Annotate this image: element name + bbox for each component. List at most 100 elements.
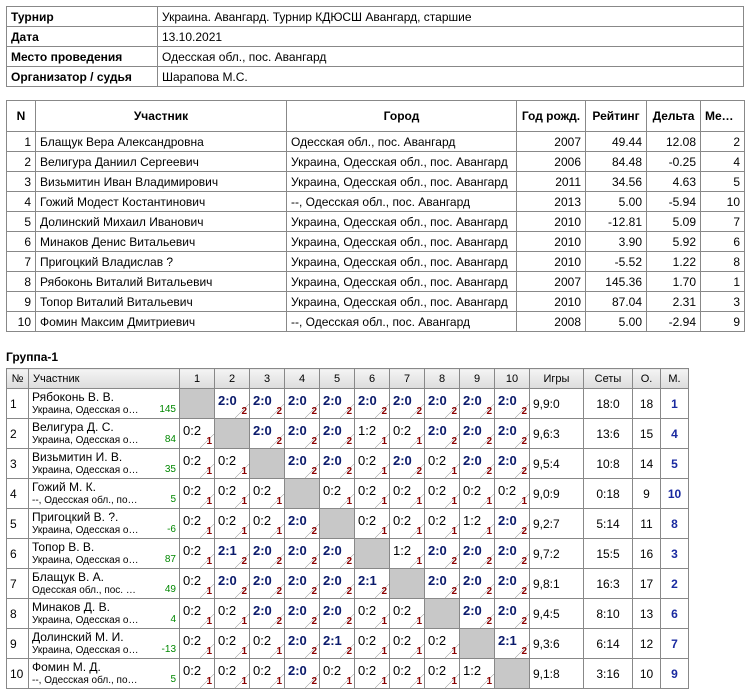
result: 2:0 2	[319, 598, 355, 629]
result: 2:1 2	[354, 568, 390, 599]
rating-change: 84	[164, 434, 176, 445]
result: 0:2 1	[354, 658, 390, 689]
participants-table: N Участник Город Год рожд. Рейтинг Дельта Мест…	[6, 100, 745, 332]
match-points: 1	[416, 556, 422, 567]
place: 1	[660, 388, 689, 419]
result: 2:0 2	[249, 418, 285, 449]
match-points: 2	[311, 406, 317, 417]
match-points: 2	[311, 436, 317, 447]
match-points: 2	[311, 676, 317, 687]
result: 2:0 2	[494, 568, 530, 599]
player: Рябоконь В. В. Украина, Одесская обл. 145	[28, 388, 180, 419]
result: 0:2 1	[354, 628, 390, 659]
cell: 2	[6, 151, 36, 172]
result: 0:2 1	[354, 478, 390, 509]
cell: 3.90	[585, 231, 647, 252]
points: 15	[632, 418, 661, 449]
cell: -2.94	[646, 311, 701, 332]
result: 0:2 1	[354, 448, 390, 479]
match-points: 2	[486, 556, 492, 567]
match-points: 2	[451, 556, 457, 567]
place: 2	[660, 568, 689, 599]
score: 2:0	[463, 453, 482, 468]
cell: Украина, Одесская обл., пос. Авангард	[286, 171, 517, 192]
row-number: 6	[6, 538, 29, 569]
cell: 34.56	[585, 171, 647, 192]
result: 0:2 1	[424, 628, 460, 659]
player-name: Визьмитин И. В.	[32, 449, 123, 464]
sets: 10:8	[583, 448, 633, 479]
match-points: 1	[381, 646, 387, 657]
sets: 13:6	[583, 418, 633, 449]
player-name: Блащук В. А.	[32, 569, 105, 584]
cell: 5.09	[646, 211, 701, 232]
match-points: 1	[276, 526, 282, 537]
header-cell: 2	[214, 368, 250, 389]
self-cell	[249, 448, 285, 479]
row-number: 1	[6, 388, 29, 419]
score: 2:0	[288, 543, 307, 558]
result: 2:0 2	[494, 538, 530, 569]
match-points: 2	[381, 406, 387, 417]
group-row: 2 Велигура Д. С. Украина, Одесская обл. 84 0…	[6, 418, 689, 449]
match-points: 2	[346, 556, 352, 567]
result: 0:2 1	[214, 628, 250, 659]
cell: 1	[6, 131, 36, 152]
result: 0:2 1	[179, 598, 215, 629]
player-name: Минаков Д. В.	[32, 599, 110, 614]
player: Минаков Д. В. Украина, Одесская обл. 4	[28, 598, 180, 629]
crosstable: № Участник 1 2 3 4 5 6 7 8 9 10 Игры Сеты О. М. 1 Рябокон…	[6, 368, 689, 689]
cell: -5.94	[646, 191, 701, 212]
result: 2:0 2	[494, 418, 530, 449]
points: 14	[632, 448, 661, 479]
info-row: Организатор / судья Шарапова М.С.	[6, 66, 744, 87]
match-points: 2	[276, 616, 282, 627]
rating-change: -6	[167, 524, 176, 535]
match-points: 1	[241, 466, 247, 477]
match-points: 1	[241, 496, 247, 507]
points: 17	[632, 568, 661, 599]
sets: 5:14	[583, 508, 633, 539]
match-points: 2	[486, 436, 492, 447]
result: 0:2 1	[389, 658, 425, 689]
cell: 4.63	[646, 171, 701, 192]
match-points: 1	[451, 466, 457, 477]
result: 0:2 1	[179, 448, 215, 479]
score: 1:2	[463, 663, 482, 678]
place: 7	[660, 628, 689, 659]
score: 2:1	[218, 543, 237, 558]
result: 2:1 2	[494, 628, 530, 659]
result: 0:2 1	[249, 628, 285, 659]
match-points: 2	[521, 526, 527, 537]
result: 0:2 1	[424, 448, 460, 479]
score: 2:0	[498, 393, 517, 408]
cell: -0.25	[646, 151, 701, 172]
score: 0:2	[358, 633, 377, 648]
match-points: 2	[241, 556, 247, 567]
participant-row: 8 Рябоконь Виталий Витальевич Украина, Оде…	[6, 271, 745, 292]
match-points: 2	[241, 406, 247, 417]
score: 0:2	[428, 483, 447, 498]
info-value: Одесская обл., пос. Авангард	[157, 46, 744, 67]
result: 0:2 1	[424, 478, 460, 509]
result: 0:2 1	[424, 508, 460, 539]
score: 0:2	[393, 603, 412, 618]
match-points: 1	[416, 616, 422, 627]
result: 2:0 2	[214, 568, 250, 599]
info-value: 13.10.2021	[157, 26, 744, 47]
header-cell: N	[6, 100, 36, 132]
result: 2:0 2	[284, 628, 320, 659]
result: 2:0 2	[249, 538, 285, 569]
match-points: 2	[381, 586, 387, 597]
cell: 2010	[516, 291, 586, 312]
result: 2:0 2	[319, 388, 355, 419]
player: Долинский М. И. Украина, Одесская обл. -13	[28, 628, 180, 659]
score: 0:2	[253, 663, 272, 678]
result: 0:2 1	[179, 418, 215, 449]
info-row: Турнир Украина. Авангард. Турнир КДЮСШ Ав…	[6, 6, 744, 27]
player-city: Украина, Одесская обл.	[32, 554, 142, 566]
score: 2:0	[463, 573, 482, 588]
sets: 18:0	[583, 388, 633, 419]
result: 2:0 2	[319, 448, 355, 479]
